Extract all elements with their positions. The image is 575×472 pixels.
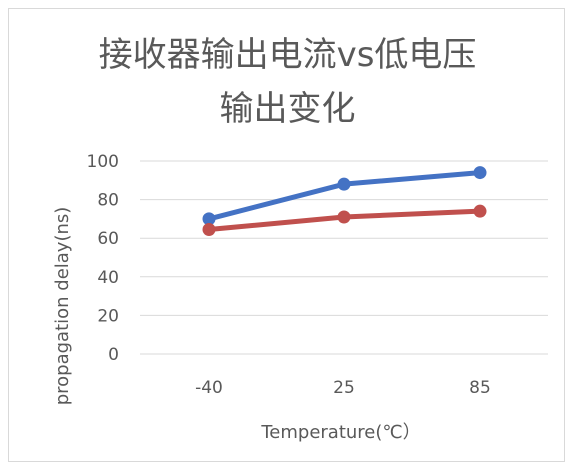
y-tick-label: 20 bbox=[97, 306, 119, 326]
series-2-point bbox=[202, 223, 216, 237]
y-tick-label: 80 bbox=[97, 191, 119, 211]
series-1-point bbox=[337, 177, 351, 191]
series-group bbox=[202, 166, 487, 237]
x-tick-label: 25 bbox=[333, 378, 355, 398]
y-axis-title: propagation delay(ns) bbox=[52, 207, 73, 406]
y-tick-label: 0 bbox=[108, 345, 119, 365]
y-tick-label: 40 bbox=[97, 268, 119, 288]
y-tick-labels: 0 20 40 60 80 100 bbox=[87, 152, 119, 365]
x-tick-labels: -40 25 85 bbox=[195, 378, 491, 398]
chart-title-line-2: 输出变化 bbox=[219, 89, 356, 129]
chart-frame bbox=[8, 8, 565, 462]
chart-title-line-1: 接收器输出电流vs低电压 bbox=[98, 35, 477, 75]
x-axis-title: Temperature(℃） bbox=[260, 422, 420, 443]
series-1-point bbox=[202, 212, 216, 226]
series-2-point bbox=[473, 204, 487, 218]
chart-title: 接收器输出电流vs低电压 输出变化 bbox=[0, 28, 575, 136]
x-tick-label: 85 bbox=[469, 378, 491, 398]
y-tick-label: 60 bbox=[97, 229, 119, 249]
y-tick-label: 100 bbox=[87, 152, 119, 172]
series-2-point bbox=[337, 210, 351, 224]
x-tick-label: -40 bbox=[195, 378, 223, 398]
series-1-point bbox=[473, 166, 487, 180]
gridlines bbox=[140, 160, 548, 355]
